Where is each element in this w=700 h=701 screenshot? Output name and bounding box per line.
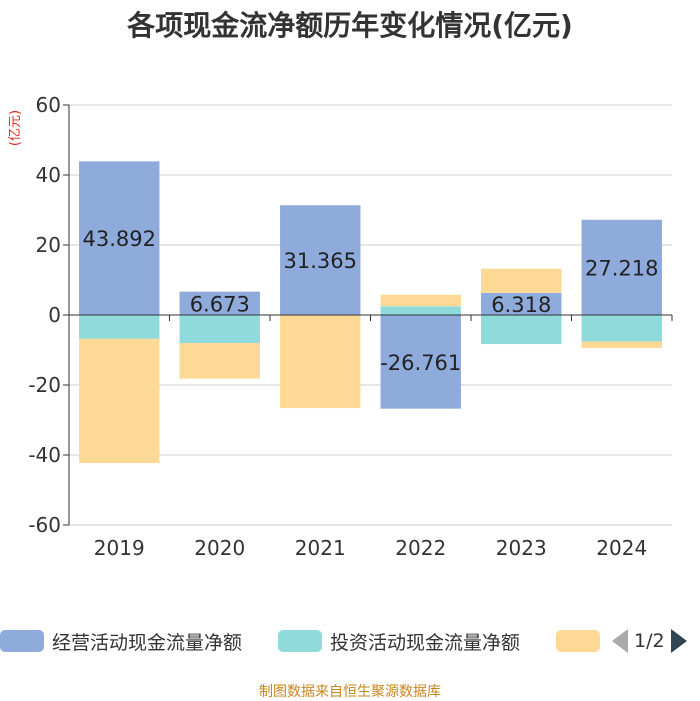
bar-series1-2022 bbox=[380, 306, 461, 315]
y-axis-unit-label: (亿元) bbox=[8, 110, 23, 146]
data-labels: 43.892 6.673 31.365 -26.761 6.318 27.218 bbox=[83, 227, 659, 375]
legend-swatch-financing bbox=[556, 630, 600, 652]
data-label-2022: -26.761 bbox=[380, 351, 461, 375]
bar-series2-2022 bbox=[380, 294, 461, 307]
data-label-2024: 27.218 bbox=[585, 256, 658, 280]
bar-series2-2020 bbox=[179, 343, 260, 379]
bar-series0-2019 bbox=[79, 161, 160, 315]
bars bbox=[79, 161, 662, 464]
data-label-2021: 31.365 bbox=[284, 249, 357, 273]
x-tick-label-2021: 2021 bbox=[295, 536, 346, 560]
y-tick-label--60: -60 bbox=[28, 513, 61, 537]
data-source-note: 制图数据来自恒生聚源数据库 bbox=[259, 684, 441, 700]
bar-series0-2022 bbox=[380, 315, 461, 409]
data-label-2020: 6.673 bbox=[190, 292, 250, 316]
legend-swatch-operating bbox=[0, 630, 44, 652]
pager-prev-icon[interactable] bbox=[612, 629, 628, 653]
legend-item-investing[interactable]: 投资活动现金流量净额 bbox=[278, 624, 520, 658]
bar-series1-2023 bbox=[481, 315, 562, 345]
bar-series0-2024 bbox=[581, 219, 662, 315]
legend-item-financing[interactable] bbox=[556, 624, 608, 658]
bar-series2-2024 bbox=[581, 341, 662, 348]
x-tick-label-2024: 2024 bbox=[596, 536, 647, 560]
bar-series0-2020 bbox=[179, 291, 260, 315]
x-tick-label-2022: 2022 bbox=[395, 536, 446, 560]
bar-series1-2020 bbox=[179, 315, 260, 343]
data-label-2019: 43.892 bbox=[83, 227, 156, 251]
bar-series2-2021 bbox=[280, 315, 361, 409]
bar-series2-2023 bbox=[481, 268, 562, 293]
pager-page-text: 1/2 bbox=[634, 630, 665, 652]
data-label-2023: 6.318 bbox=[491, 293, 551, 317]
bar-series0-2021 bbox=[280, 205, 361, 315]
pager-next-icon[interactable] bbox=[670, 629, 687, 653]
legend-swatch-investing bbox=[278, 630, 322, 652]
legend-item-operating[interactable]: 经营活动现金流量净额 bbox=[0, 624, 242, 658]
bar-series1-2019 bbox=[79, 315, 160, 339]
chart-title: 各项现金流净额历年变化情况(亿元) bbox=[127, 9, 573, 42]
grid-lines bbox=[69, 104, 672, 526]
x-tick-label-2023: 2023 bbox=[496, 536, 547, 560]
legend-label-operating: 经营活动现金流量净额 bbox=[52, 631, 243, 654]
y-tick-label-0: 0 bbox=[48, 303, 61, 327]
y-tick-label-40: 40 bbox=[36, 163, 61, 187]
cashflow-bar-chart: (亿元) 60 40 20 0 -20 -40 -60 2019 2020 2021 2022 202… bbox=[8, 93, 673, 560]
legend-label-investing: 投资活动现金流量净额 bbox=[330, 631, 521, 654]
y-tick-label-60: 60 bbox=[36, 93, 61, 117]
x-tick-label-2019: 2019 bbox=[94, 536, 145, 560]
bar-series2-2019 bbox=[79, 338, 160, 464]
bar-series0-2023 bbox=[481, 292, 562, 315]
legend: 经营活动现金流量净额 投资活动现金流量净额 1/2 bbox=[0, 624, 700, 658]
legend-pager: 1/2 bbox=[612, 624, 687, 658]
bar-series1-2024 bbox=[581, 315, 662, 342]
x-tick-label-2020: 2020 bbox=[194, 536, 245, 560]
y-tick-label--40: -40 bbox=[28, 443, 61, 467]
y-tick-label--20: -20 bbox=[28, 373, 61, 397]
axes: 60 40 20 0 -20 -40 -60 2019 2020 2021 2022 2023 2024 bbox=[28, 93, 673, 560]
y-tick-label-20: 20 bbox=[36, 233, 61, 257]
